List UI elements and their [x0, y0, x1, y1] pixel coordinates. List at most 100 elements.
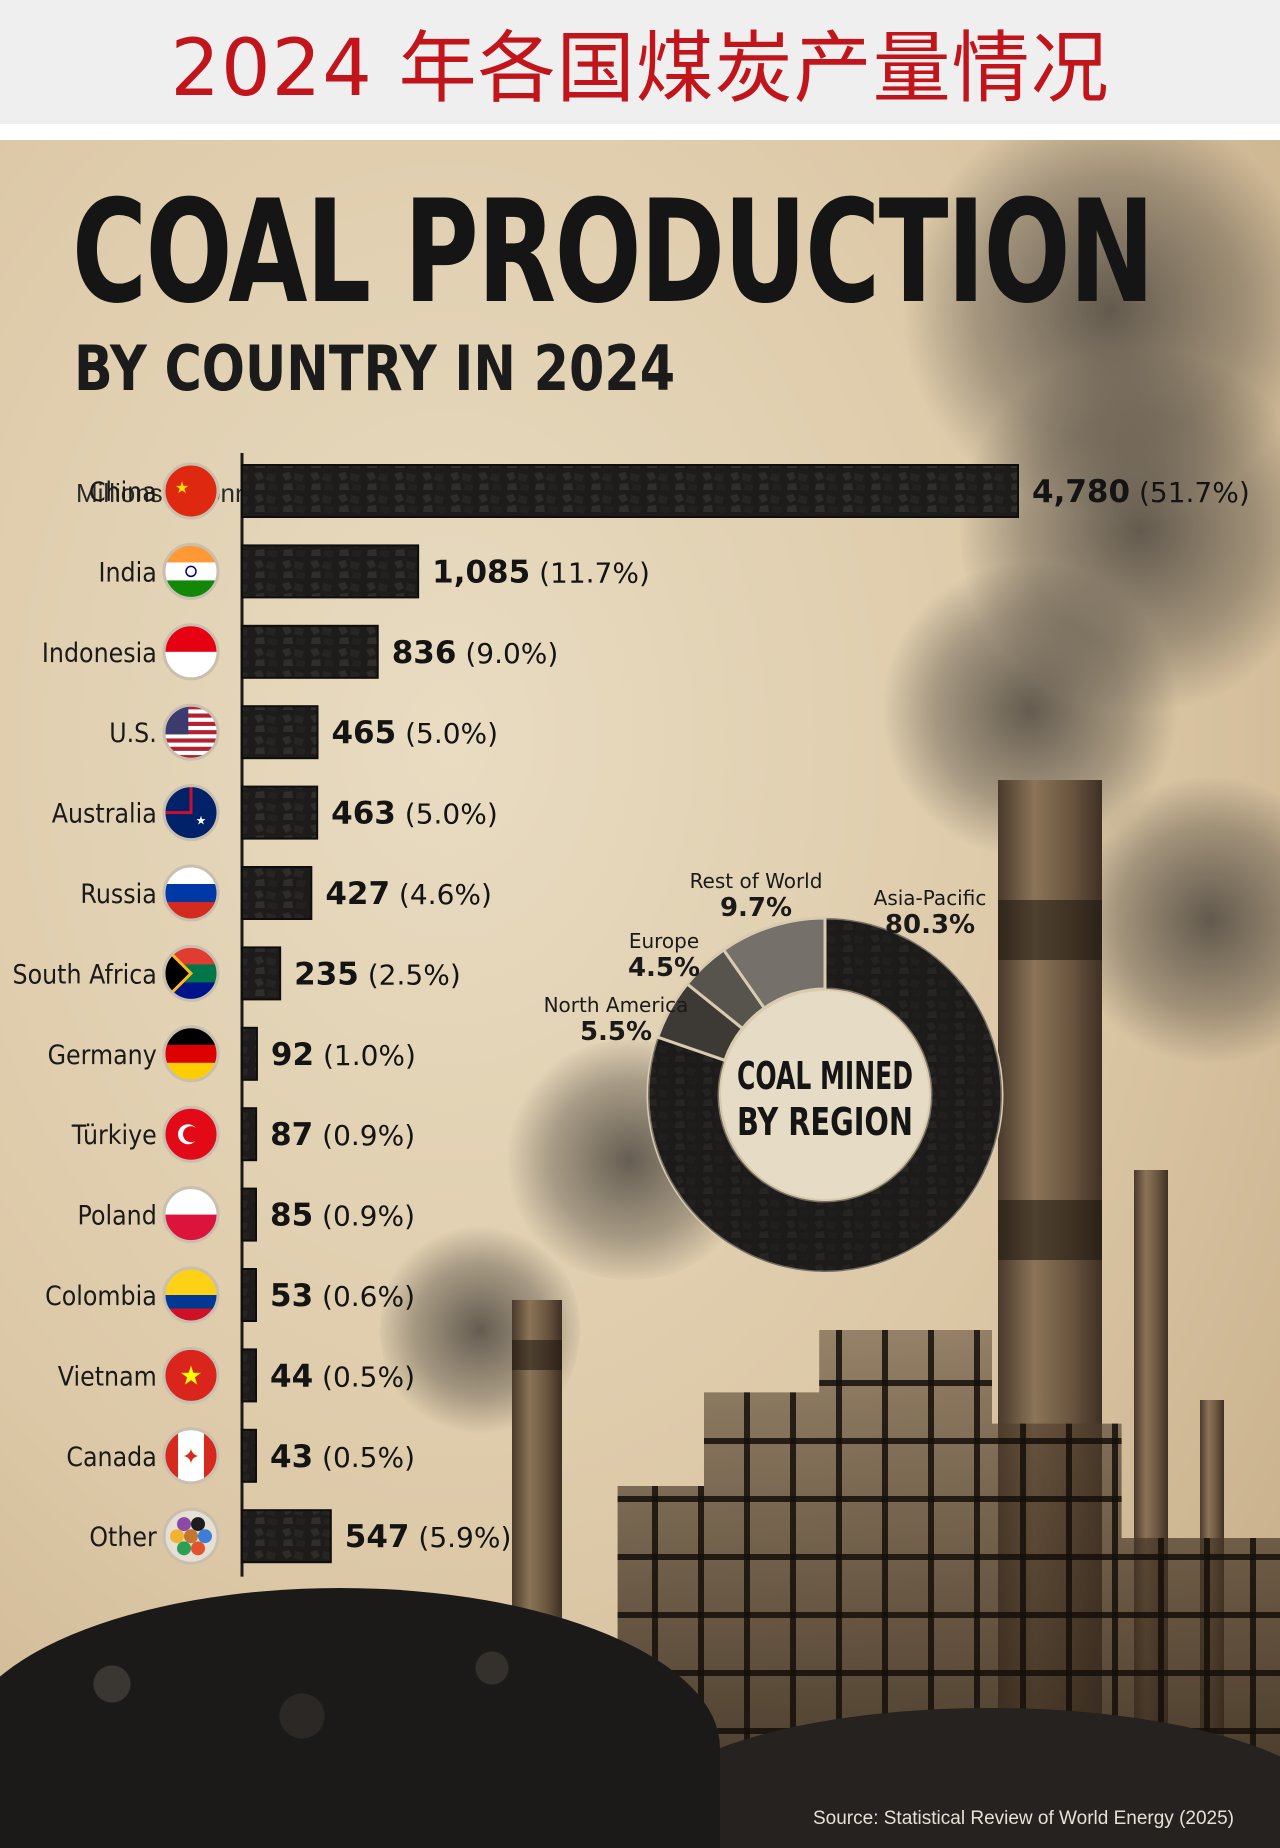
- bar-row: Other 547 (5.9%): [89, 1507, 512, 1565]
- bar-category-label: Germany: [48, 1038, 157, 1070]
- poster-subtitle: BY COUNTRY IN 2024: [74, 332, 676, 405]
- bar: [241, 1187, 257, 1242]
- donut-title: COAL MINED: [737, 1054, 913, 1098]
- bar-row: U.S. 465 (5.0%): [109, 703, 498, 761]
- flag-colombia-icon: [162, 1266, 220, 1324]
- header-banner: 2024 年各国煤炭产量情况: [0, 0, 1280, 124]
- bar-row: Indonesia 836 (9.0%): [42, 623, 558, 681]
- bar: [241, 785, 319, 840]
- donut-slice-label: Europe: [629, 929, 699, 953]
- bar-row: China ★ 4,780 (51.7%): [89, 462, 1250, 520]
- bar-value-label: 235 (2.5%): [294, 956, 461, 992]
- bar-value-label: 87 (0.9%): [270, 1117, 415, 1153]
- bar-row: Türkiye 87 (0.9%): [71, 1105, 415, 1163]
- bar-share: (0.9%): [313, 1119, 415, 1152]
- bar-share: (9.0%): [456, 637, 558, 670]
- bar-share: (1.0%): [314, 1039, 416, 1072]
- bar: [241, 464, 1019, 518]
- bar-share: (2.5%): [359, 958, 461, 991]
- bar-value: 427: [325, 876, 390, 912]
- bar-value-label: 53 (0.6%): [270, 1278, 415, 1314]
- bar-row: India 1,085 (11.7%): [99, 542, 650, 600]
- bar: [241, 1268, 257, 1322]
- bar-category-label: South Africa: [12, 958, 156, 990]
- bar-value-label: 1,085 (11.7%): [432, 554, 650, 590]
- donut-slice-texture: [648, 918, 1002, 1272]
- bar-value: 43: [270, 1439, 313, 1475]
- flag-vietnam-icon: ★: [162, 1346, 220, 1404]
- bar-category-label: Other: [89, 1521, 157, 1553]
- svg-text:★: ★: [175, 480, 189, 497]
- bar-value: 44: [270, 1358, 313, 1394]
- bar-value: 1,085: [432, 554, 530, 590]
- bar-category-label: India: [99, 556, 157, 588]
- flag-india-icon: [162, 542, 220, 600]
- banner-title: 2024 年各国煤炭产量情况: [170, 24, 1110, 114]
- flag-turkiye-icon: [162, 1105, 220, 1163]
- bar-share: (51.7%): [1130, 476, 1250, 509]
- coal-charts: China ★ 4,780 (51.7%)India 1,085 (11.7%)Ind…: [12, 453, 1250, 1577]
- donut-slice-value: 9.7%: [720, 893, 792, 923]
- bar-row: Australia ★ 463 (5.0%): [52, 784, 498, 842]
- infographic-poster: COAL PRODUCTION BY COUNTRY IN 2024 Milli…: [0, 140, 1280, 1848]
- donut-slice-label: Rest of World: [690, 869, 823, 893]
- bar-value: 53: [270, 1278, 313, 1314]
- bar: [241, 866, 313, 920]
- bar: [241, 946, 282, 1001]
- flag-australia-icon: ★: [162, 784, 220, 842]
- bar-value-label: 85 (0.9%): [270, 1198, 415, 1234]
- bar-category-label: Indonesia: [42, 636, 157, 668]
- bar-value-label: 92 (1.0%): [271, 1037, 416, 1073]
- bar-value-label: 4,780 (51.7%): [1032, 474, 1250, 510]
- svg-text:✦: ✦: [182, 1444, 200, 1469]
- flag-china-icon: ★: [162, 462, 220, 520]
- bar-share: (11.7%): [530, 556, 650, 589]
- bar-share: (5.0%): [396, 717, 498, 750]
- bar-value: 235: [294, 956, 359, 992]
- bar-category-label: China: [89, 476, 157, 508]
- bar-row: Canada ✦ 43 (0.5%): [66, 1427, 415, 1485]
- bar-value-label: 547 (5.9%): [345, 1519, 512, 1555]
- bar: [241, 624, 379, 679]
- bar-value: 4,780: [1032, 474, 1130, 510]
- bar-row: South Africa 235 (2.5%): [12, 944, 461, 1002]
- svg-text:★: ★: [196, 814, 207, 828]
- bar: [241, 1107, 258, 1162]
- flag-russia-icon: [162, 864, 220, 922]
- bar-row: Colombia 53 (0.6%): [45, 1266, 415, 1324]
- bar-value-label: 463 (5.0%): [331, 796, 498, 832]
- donut-slice-label: Asia-Pacific: [874, 886, 987, 910]
- bar-category-label: Australia: [52, 797, 157, 829]
- poster-title: COAL PRODUCTION: [72, 170, 1155, 335]
- bar: [241, 1428, 257, 1483]
- bar-row: Poland 85 (0.9%): [78, 1186, 415, 1244]
- smoke-cloud: [1080, 760, 1280, 1080]
- bar-category-label: Poland: [78, 1199, 157, 1231]
- bar-share: (0.6%): [313, 1280, 415, 1313]
- coal-pile: [0, 1588, 720, 1848]
- bar-value: 92: [271, 1037, 314, 1073]
- flag-us-icon: [162, 703, 220, 761]
- bar: [241, 705, 319, 760]
- bar-share: (0.5%): [313, 1360, 415, 1393]
- donut-slice: [721, 916, 827, 1011]
- bar: [241, 1348, 257, 1403]
- bar-value: 85: [270, 1198, 313, 1234]
- bar-value-label: 465 (5.0%): [331, 715, 498, 751]
- bar-category-label: Colombia: [45, 1280, 157, 1312]
- bar-category-label: U.S.: [109, 717, 157, 749]
- bar-value-label: 427 (4.6%): [325, 876, 492, 912]
- flag-indonesia-icon: [162, 623, 220, 681]
- bar-share: (5.0%): [396, 798, 498, 831]
- bar-value-label: 44 (0.5%): [270, 1358, 415, 1394]
- donut-title: BY REGION: [737, 1100, 913, 1144]
- flag-poland-icon: [162, 1186, 220, 1244]
- bar-share: (0.5%): [313, 1441, 415, 1474]
- bar-value: 463: [331, 796, 396, 832]
- donut-hole: [721, 991, 929, 1199]
- world-people-icon: [162, 1507, 220, 1565]
- bar-category-label: Russia: [80, 878, 156, 910]
